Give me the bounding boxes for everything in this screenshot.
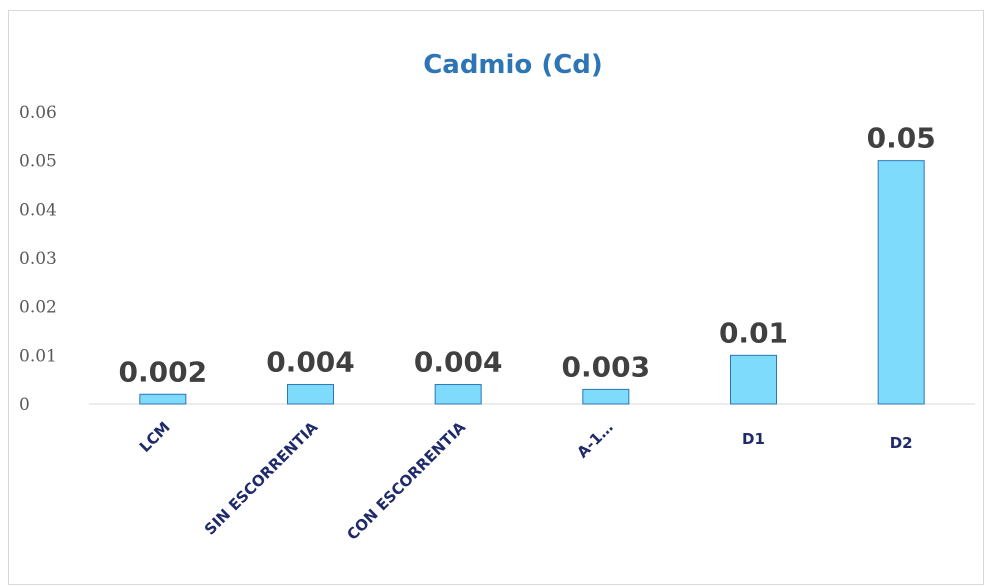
- bar: [730, 354, 777, 405]
- chart-frame: Cadmio (Cd) 0 0.01 0.02 0.03 0.04 0.05 0.06 0.…: [8, 10, 984, 585]
- category-label: D2: [890, 434, 913, 452]
- y-tick-label: 0.04: [19, 200, 57, 220]
- y-tick-label: 0.06: [19, 103, 57, 123]
- data-label: 0.01: [719, 316, 788, 349]
- y-axis-tick-labels: 0 0.01 0.02 0.03 0.04 0.05 0.06: [19, 103, 57, 415]
- bar: [877, 160, 925, 405]
- y-tick-label: 0.05: [19, 152, 57, 172]
- y-tick-label: 0: [19, 395, 30, 415]
- data-label: 0.002: [119, 355, 208, 388]
- data-label: 0.004: [414, 346, 503, 379]
- category-label: SIN ESCORRENTIA: [201, 418, 322, 539]
- bar-chart: Cadmio (Cd) 0 0.01 0.02 0.03 0.04 0.05 0.06 0.…: [19, 50, 975, 544]
- bar: [434, 384, 482, 405]
- category-label: D1: [742, 430, 765, 448]
- chart-title: Cadmio (Cd): [423, 50, 603, 80]
- data-label: 0.004: [266, 346, 355, 379]
- bars: [139, 160, 925, 405]
- bar: [287, 384, 334, 405]
- bar: [139, 393, 187, 405]
- y-tick-label: 0.03: [19, 249, 57, 269]
- y-tick-label: 0.01: [19, 346, 57, 366]
- data-label: 0.003: [562, 350, 651, 383]
- data-label: 0.05: [867, 122, 936, 155]
- data-labels: 0.002 0.004 0.004 0.003 0.01 0.05: [119, 122, 936, 389]
- category-labels: LCM SIN ESCORRENTIA CON ESCORRENTIA A-1… D1 D…: [136, 418, 913, 544]
- y-tick-label: 0.02: [19, 298, 57, 318]
- category-label: CON ESCORRENTIA: [343, 418, 469, 544]
- bar: [582, 388, 630, 405]
- category-label: A-1…: [573, 418, 616, 461]
- category-label: LCM: [136, 418, 174, 456]
